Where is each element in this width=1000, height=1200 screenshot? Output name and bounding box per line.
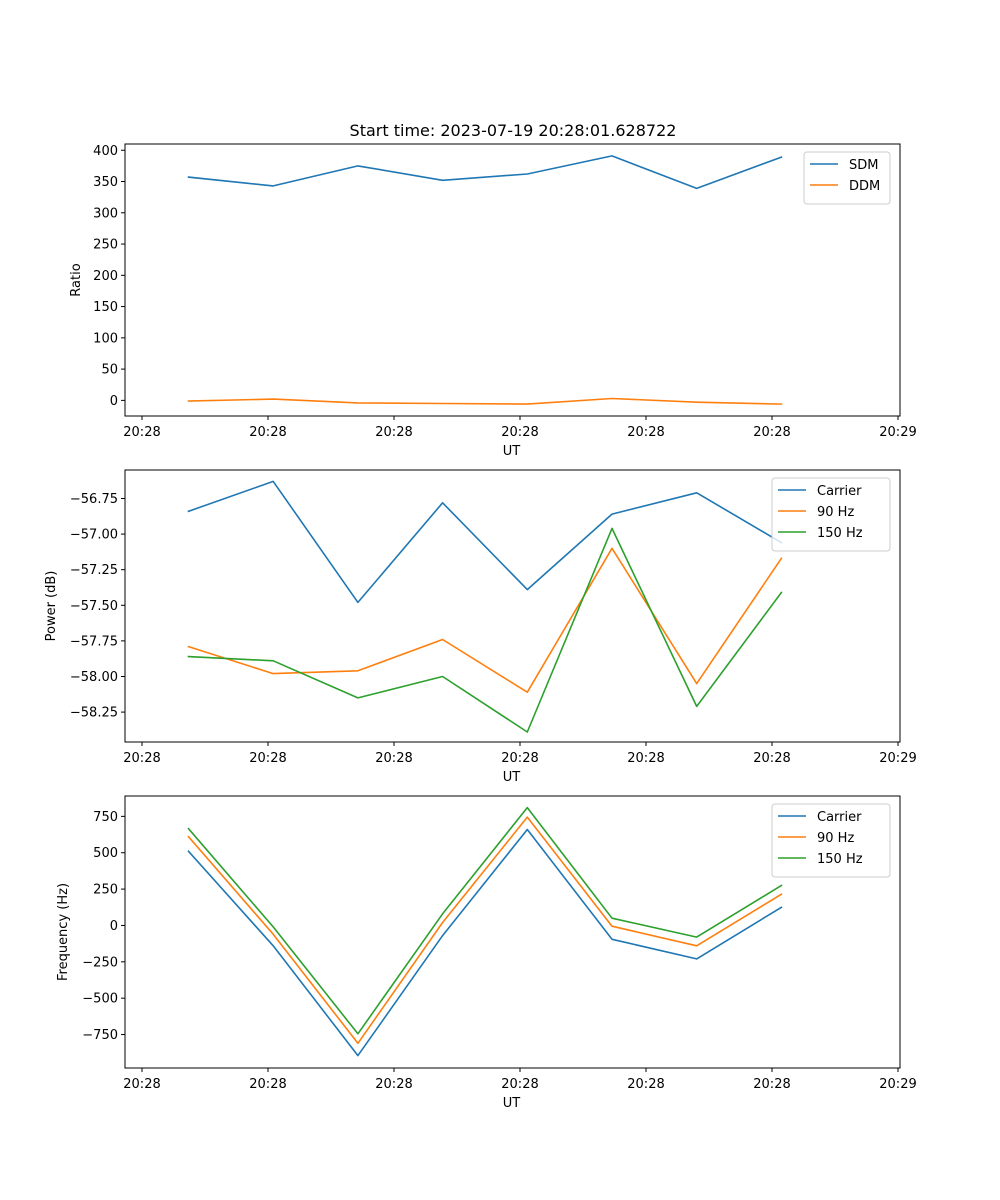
x-tick-label: 20:28 [627, 425, 664, 440]
series-line-90-hz [187, 547, 783, 694]
y-tick-label: 50 [101, 363, 118, 378]
y-tick-label: −750 [82, 1028, 118, 1043]
y-tick-label: 0 [110, 919, 118, 934]
axes-frame [124, 143, 901, 417]
y-tick-label: −57.00 [70, 528, 118, 543]
y-tick-label: 250 [93, 883, 118, 898]
y-tick-label: 200 [93, 269, 118, 284]
subplot-2: −58.25 −58.00 −57.75 −57.50 −57.25 −57.00 −56.… [44, 469, 917, 785]
x-tick-label: 20:29 [879, 751, 916, 766]
x-tick-label: 20:28 [627, 1077, 664, 1092]
x-axis-label: UT [503, 770, 521, 785]
series-line-150-hz [187, 527, 783, 733]
legend-label: Carrier [817, 810, 862, 825]
y-axis-label: Frequency (Hz) [56, 883, 71, 981]
legend-box [803, 151, 891, 205]
y-tick-label: −58.25 [70, 706, 118, 721]
x-tick-label: 20:28 [123, 425, 160, 440]
x-tick-label: 20:28 [123, 1077, 160, 1092]
x-tick-label: 20:28 [375, 751, 412, 766]
x-tick-label: 20:28 [753, 751, 790, 766]
series-line-ddm [187, 397, 783, 405]
x-tick-label: 20:28 [375, 1077, 412, 1092]
y-tick-label: −250 [82, 955, 118, 970]
subplot-1: 0 50 100 150 200 250 300 350 400 20:28 20:28 20:28 2… [69, 143, 917, 459]
x-tick-label: 20:28 [627, 751, 664, 766]
y-tick-label: −500 [82, 992, 118, 1007]
x-tick-label: 20:29 [879, 425, 916, 440]
x-tick-label: 20:28 [123, 751, 160, 766]
legend: Carrier 90 Hz 150 Hz [771, 803, 891, 878]
y-axis-label: Power (dB) [44, 571, 59, 642]
legend: Carrier 90 Hz 150 Hz [771, 477, 891, 552]
legend-label: SDM [849, 158, 878, 173]
series-line-carrier [187, 480, 783, 604]
x-tick-label: 20:28 [249, 425, 286, 440]
figure-title: Start time: 2023-07-19 20:28:01.628722 [350, 121, 677, 140]
x-axis-label: UT [503, 1096, 521, 1111]
y-tick-label: 400 [93, 144, 118, 159]
y-tick-label: −58.00 [70, 670, 118, 685]
legend-label: 90 Hz [817, 831, 854, 846]
x-tick-label: 20:28 [501, 751, 538, 766]
series-line-150-hz [187, 806, 783, 1035]
y-tick-label: 250 [93, 238, 118, 253]
x-tick-label: 20:28 [249, 1077, 286, 1092]
y-tick-label: −56.75 [70, 492, 118, 507]
series-line-90-hz [187, 816, 783, 1045]
x-tick-label: 20:29 [879, 1077, 916, 1092]
y-tick-label: 150 [93, 300, 118, 315]
x-tick-label: 20:28 [501, 425, 538, 440]
x-tick-label: 20:28 [753, 1077, 790, 1092]
x-tick-label: 20:28 [501, 1077, 538, 1092]
y-tick-label: −57.75 [70, 634, 118, 649]
y-tick-label: 500 [93, 846, 118, 861]
x-tick-label: 20:28 [753, 425, 790, 440]
y-tick-label: 0 [110, 394, 118, 409]
x-axis-label: UT [503, 444, 521, 459]
y-tick-label: 300 [93, 206, 118, 221]
legend: SDM DDM [803, 151, 891, 205]
legend-label: Carrier [817, 484, 862, 499]
legend-label: DDM [849, 179, 880, 194]
y-tick-label: 350 [93, 175, 118, 190]
subplot-3: −750 −500 −250 0 250 500 750 20:28 20:28 20:28 20:… [56, 795, 917, 1111]
axes-frame [124, 795, 901, 1069]
subplots: 0 50 100 150 200 250 300 350 400 20:28 20:28 20:28 2… [44, 143, 917, 1111]
series-line-carrier [187, 828, 783, 1057]
legend-label: 150 Hz [817, 852, 863, 867]
y-tick-label: −57.25 [70, 563, 118, 578]
legend-label: 150 Hz [817, 526, 863, 541]
x-tick-label: 20:28 [249, 751, 286, 766]
x-tick-label: 20:28 [375, 425, 412, 440]
legend-label: 90 Hz [817, 505, 854, 520]
series-line-sdm [187, 155, 783, 190]
y-tick-label: 100 [93, 331, 118, 346]
y-axis-label: Ratio [69, 263, 84, 296]
y-tick-label: −57.50 [70, 599, 118, 614]
axes-frame [124, 469, 901, 743]
y-tick-label: 750 [93, 810, 118, 825]
